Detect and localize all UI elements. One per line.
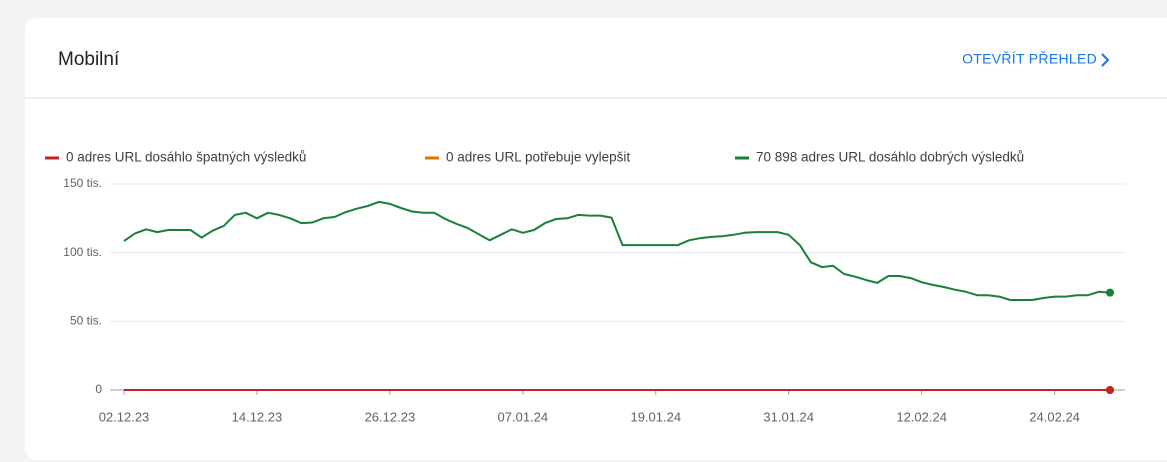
series-line bbox=[123, 200, 1111, 301]
x-tick-label: 02.12.23 bbox=[99, 409, 150, 424]
y-tick-label: 150 tis. bbox=[63, 176, 102, 190]
y-tick-label: 50 tis. bbox=[70, 314, 102, 328]
card bbox=[25, 18, 1167, 460]
y-tick-label: 100 tis. bbox=[63, 245, 102, 259]
y-tick-label: 0 bbox=[95, 382, 102, 396]
legend-label: 0 adres URL potřebuje vylepšit bbox=[446, 150, 630, 165]
chevron-icon[interactable] bbox=[1101, 53, 1110, 67]
chart-title: Mobilní bbox=[58, 49, 120, 70]
end-point bbox=[1106, 288, 1114, 297]
x-tick-label: 19.01.24 bbox=[630, 409, 681, 424]
legend-label: 0 adres URL dosáhlo špatných výsledků bbox=[66, 150, 306, 165]
x-tick-label: 14.12.23 bbox=[232, 409, 283, 424]
legend-label: 70 898 adres URL dosáhlo dobrých výsledk… bbox=[756, 150, 1024, 165]
x-tick-label: 26.12.23 bbox=[365, 409, 416, 424]
end-point bbox=[1106, 386, 1114, 394]
x-tick-label: 31.01.24 bbox=[763, 409, 814, 424]
open-report-link[interactable]: OTEVŘÍT PŘEHLED bbox=[962, 51, 1097, 67]
x-tick-label: 12.02.24 bbox=[896, 409, 947, 424]
x-tick-label: 24.02.24 bbox=[1029, 409, 1080, 424]
x-tick-label: 07.01.24 bbox=[498, 409, 549, 424]
